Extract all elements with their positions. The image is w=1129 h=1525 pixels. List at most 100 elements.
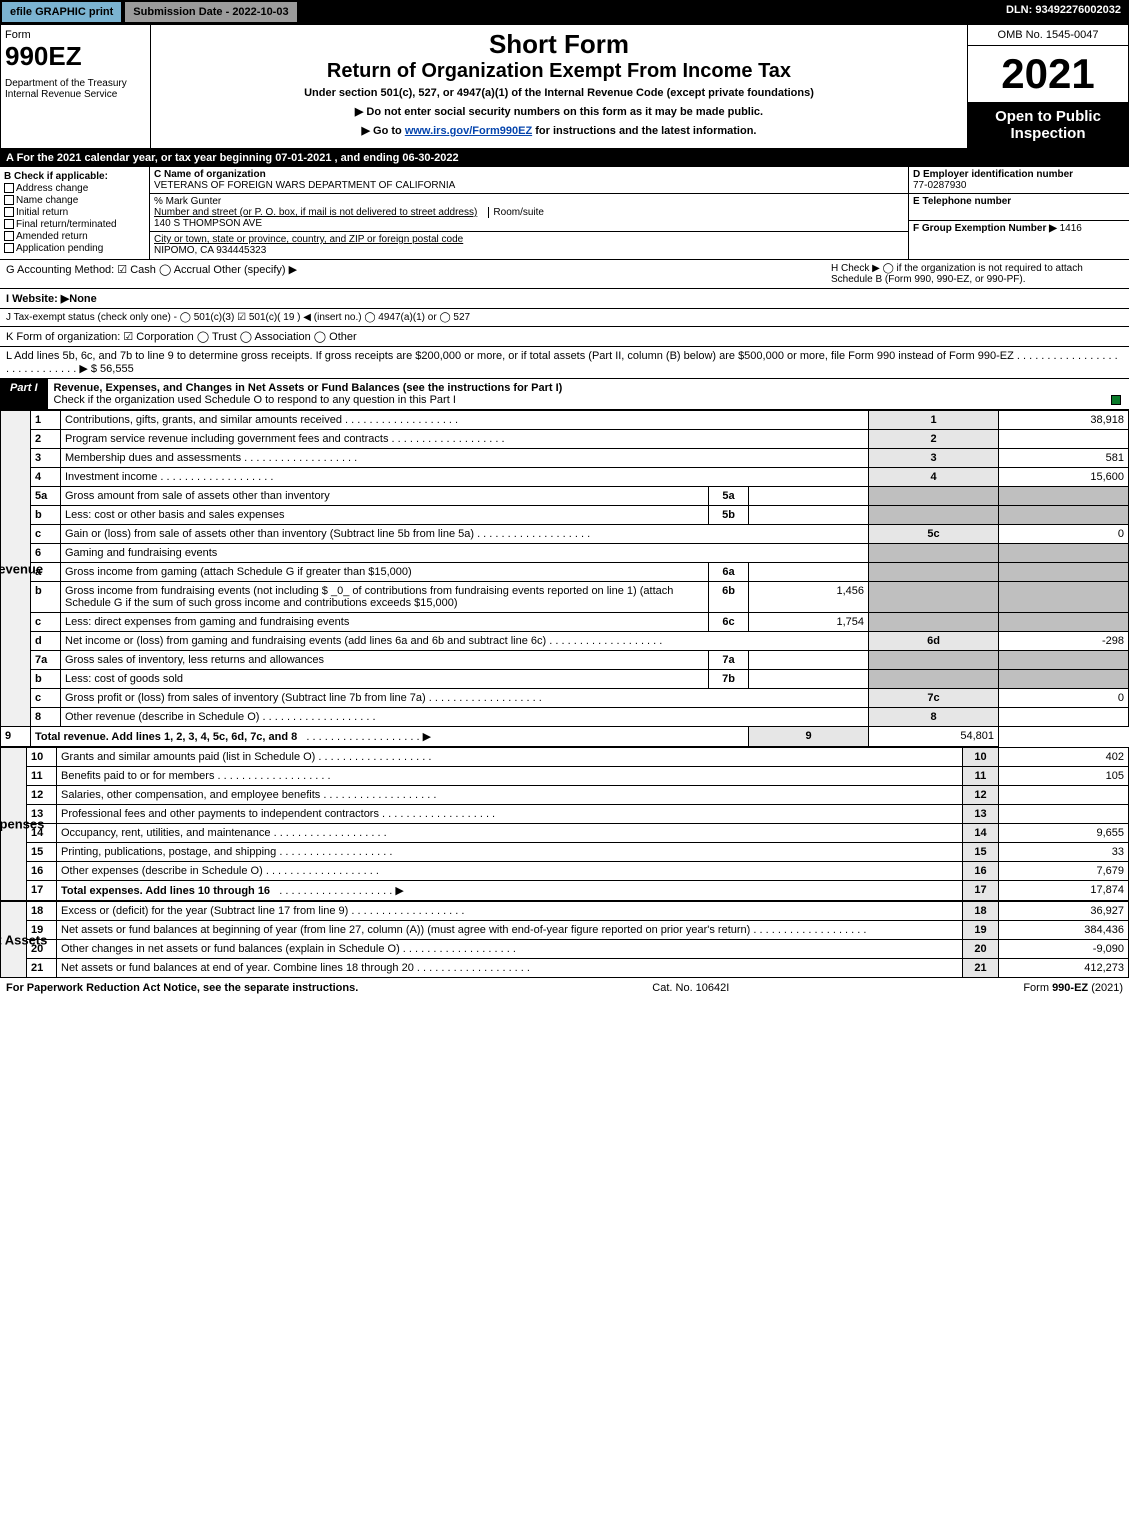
line-k: K Form of organization: ☑ Corporation ◯ … [0, 327, 1129, 347]
room-label: Room/suite [488, 207, 544, 218]
part1-checknote: Check if the organization used Schedule … [54, 394, 456, 406]
group-block: F Group Exemption Number ▶ 1416 [909, 221, 1129, 236]
part1-title: Revenue, Expenses, and Changes in Net As… [48, 379, 1129, 409]
line-mid-val [749, 506, 869, 525]
cb-amended-label: Amended return [16, 231, 88, 242]
cb-final-return[interactable]: Final return/terminated [4, 219, 145, 230]
line-right-num: 5c [869, 525, 999, 544]
line-right-num: 11 [963, 767, 999, 786]
form-header: Form 990EZ Department of the Treasury In… [0, 24, 1129, 149]
expenses-section-label: Expenses [1, 748, 27, 901]
line-desc: Membership dues and assessments . . . . … [61, 449, 869, 468]
schedule-o-checkbox[interactable] [1111, 395, 1121, 405]
line-mid-num: 5a [709, 487, 749, 506]
line-desc: Less: cost or other basis and sales expe… [61, 506, 709, 525]
cb-app-pending-label: Application pending [16, 243, 103, 254]
line-right-num: 2 [869, 430, 999, 449]
org-name-block: C Name of organization VETERANS OF FOREI… [150, 167, 908, 194]
line-right-num: 8 [869, 708, 999, 727]
line-right-val [999, 430, 1129, 449]
line-mid-val [749, 670, 869, 689]
line-right-num: 19 [963, 921, 999, 940]
line-desc: Excess or (deficit) for the year (Subtra… [57, 902, 963, 921]
revenue-table: Revenue 1Contributions, gifts, grants, a… [0, 410, 1129, 747]
ssn-warning: ▶ Do not enter social security numbers o… [155, 105, 963, 118]
line-right-val: -9,090 [999, 940, 1129, 959]
revenue-section-label: Revenue [1, 411, 31, 727]
efile-label[interactable]: efile GRAPHIC print [0, 0, 123, 24]
line-desc: Contributions, gifts, grants, and simila… [61, 411, 869, 430]
line-right-num [869, 563, 999, 582]
line-desc: Total revenue. Add lines 1, 2, 3, 4, 5c,… [31, 727, 749, 747]
line-right-val [999, 805, 1129, 824]
irs-link[interactable]: www.irs.gov/Form990EZ [405, 125, 532, 137]
line-mid-val [749, 563, 869, 582]
line-right-val: 54,801 [869, 727, 999, 747]
line-right-val: 17,874 [999, 881, 1129, 901]
line-right-val: 384,436 [999, 921, 1129, 940]
line-num: c [31, 689, 61, 708]
form-number: 990EZ [5, 41, 146, 72]
line-desc: Grants and similar amounts paid (list in… [57, 748, 963, 767]
footer-left: For Paperwork Reduction Act Notice, see … [6, 982, 358, 994]
line-mid-num: 6b [709, 582, 749, 613]
line-right-val: 0 [999, 689, 1129, 708]
group-label: F Group Exemption Number ▶ [913, 223, 1060, 234]
line-desc: Less: cost of goods sold [61, 670, 709, 689]
title-return: Return of Organization Exempt From Incom… [155, 60, 963, 83]
line-right-val: 9,655 [999, 824, 1129, 843]
form-center-block: Short Form Return of Organization Exempt… [151, 25, 968, 148]
line-num: 8 [31, 708, 61, 727]
cb-address-change[interactable]: Address change [4, 183, 145, 194]
cb-amended[interactable]: Amended return [4, 231, 145, 242]
line-desc: Printing, publications, postage, and shi… [57, 843, 963, 862]
line-right-num: 6d [869, 632, 999, 651]
open-inspection: Open to Public Inspection [968, 102, 1128, 148]
line-right-val: 33 [999, 843, 1129, 862]
line-right-num: 4 [869, 468, 999, 487]
line-right-num [869, 506, 999, 525]
tel-label: E Telephone number [913, 196, 1011, 207]
line-right-val: 7,679 [999, 862, 1129, 881]
line-num: 7a [31, 651, 61, 670]
line-num: 17 [27, 881, 57, 901]
ein-label: D Employer identification number [913, 169, 1073, 180]
line-h: H Check ▶ ◯ if the organization is not r… [823, 263, 1123, 285]
cb-name-change-label: Name change [16, 195, 78, 206]
line-mid-num: 7b [709, 670, 749, 689]
line-desc: Professional fees and other payments to … [57, 805, 963, 824]
line-num: 18 [27, 902, 57, 921]
under-section-text: Under section 501(c), 527, or 4947(a)(1)… [155, 87, 963, 99]
title-short-form: Short Form [155, 29, 963, 60]
line-l: L Add lines 5b, 6c, and 7b to line 9 to … [0, 347, 1129, 379]
line-mid-num: 7a [709, 651, 749, 670]
line-right-val [999, 563, 1129, 582]
cb-app-pending[interactable]: Application pending [4, 243, 145, 254]
part1-title-text: Revenue, Expenses, and Changes in Net As… [54, 382, 563, 394]
cb-name-change[interactable]: Name change [4, 195, 145, 206]
line-right-num: 14 [963, 824, 999, 843]
city-label: City or town, state or province, country… [154, 234, 463, 245]
line-desc: Net assets or fund balances at end of ye… [57, 959, 963, 978]
netassets-section-label: Net Assets [1, 902, 27, 978]
line-right-num: 16 [963, 862, 999, 881]
line-right-num: 17 [963, 881, 999, 901]
goto-instructions: ▶ Go to www.irs.gov/Form990EZ for instru… [155, 124, 963, 137]
line-mid-val [749, 487, 869, 506]
line-desc: Program service revenue including govern… [61, 430, 869, 449]
line-num: 10 [27, 748, 57, 767]
line-mid-val: 1,456 [749, 582, 869, 613]
line-right-val: -298 [999, 632, 1129, 651]
line-num: 6 [31, 544, 61, 563]
group-value: 1416 [1060, 223, 1082, 234]
cb-initial-return[interactable]: Initial return [4, 207, 145, 218]
line-num: 1 [31, 411, 61, 430]
omb-number: OMB No. 1545-0047 [968, 25, 1128, 46]
tax-year: 2021 [968, 46, 1128, 102]
netassets-table: Net Assets 18Excess or (deficit) for the… [0, 901, 1129, 978]
line-desc: Gross sales of inventory, less returns a… [61, 651, 709, 670]
line-right-num [869, 651, 999, 670]
line-num: 21 [27, 959, 57, 978]
ein-value: 77-0287930 [913, 180, 966, 191]
line-right-val [999, 613, 1129, 632]
